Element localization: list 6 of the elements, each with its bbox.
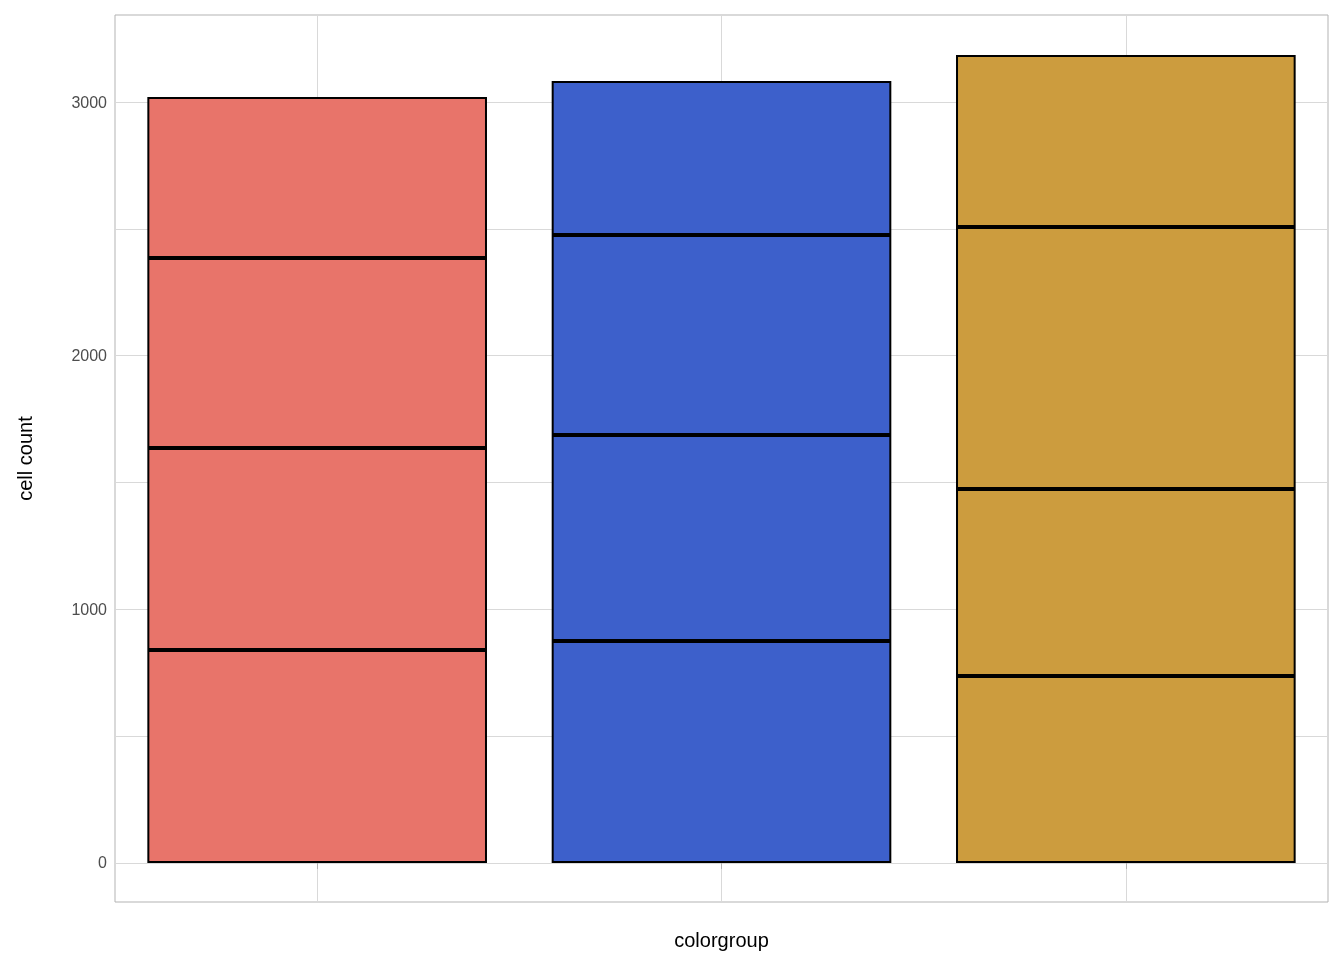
y-tick-label: 2000 xyxy=(71,347,108,365)
y-tick-label: 1000 xyxy=(71,600,108,618)
y-tick-label: 3000 xyxy=(71,93,108,111)
x-axis-title: colorgroup xyxy=(674,929,769,951)
y-tick-label: 0 xyxy=(98,854,108,872)
y-axis-title: cell count xyxy=(14,415,36,501)
